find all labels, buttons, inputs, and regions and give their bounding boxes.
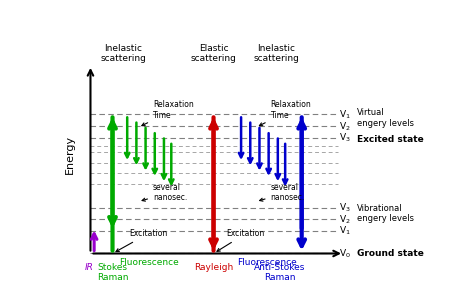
Text: Elastic
scattering: Elastic scattering <box>191 44 237 63</box>
Text: Anti-Stokes
Raman: Anti-Stokes Raman <box>254 263 305 282</box>
Text: Excitation: Excitation <box>116 229 167 252</box>
Text: Inelastic
scattering: Inelastic scattering <box>253 44 299 63</box>
Text: V$_1$: V$_1$ <box>339 225 351 237</box>
Text: several
nanosec.: several nanosec. <box>142 183 187 202</box>
Text: V$_2$: V$_2$ <box>339 120 351 132</box>
Text: Fluorescence: Fluorescence <box>237 258 297 267</box>
Text: Rayleigh: Rayleigh <box>194 263 233 272</box>
Text: Energy: Energy <box>65 135 75 174</box>
Text: Ground state: Ground state <box>357 249 424 258</box>
Text: Vibrational
engery levels: Vibrational engery levels <box>357 204 414 223</box>
Text: IR: IR <box>85 263 94 272</box>
Text: Inelastic
scattering: Inelastic scattering <box>100 44 146 63</box>
Text: Relaxation
Time: Relaxation Time <box>142 100 194 126</box>
Text: Excited state: Excited state <box>357 135 424 144</box>
Text: V$_3$: V$_3$ <box>339 132 351 144</box>
Text: Stokes
Raman: Stokes Raman <box>97 263 128 282</box>
Text: Excitation: Excitation <box>217 229 264 251</box>
Text: Virtual
engery levels: Virtual engery levels <box>357 108 414 128</box>
Text: several
nanosec.: several nanosec. <box>260 183 305 202</box>
Text: V$_3$: V$_3$ <box>339 201 351 214</box>
Text: Fluorescence: Fluorescence <box>119 258 179 267</box>
Text: Relaxation
Time: Relaxation Time <box>259 100 311 126</box>
Text: V$_2$: V$_2$ <box>339 213 351 226</box>
Text: V$_0$: V$_0$ <box>339 247 351 260</box>
Text: V$_1$: V$_1$ <box>339 108 351 121</box>
